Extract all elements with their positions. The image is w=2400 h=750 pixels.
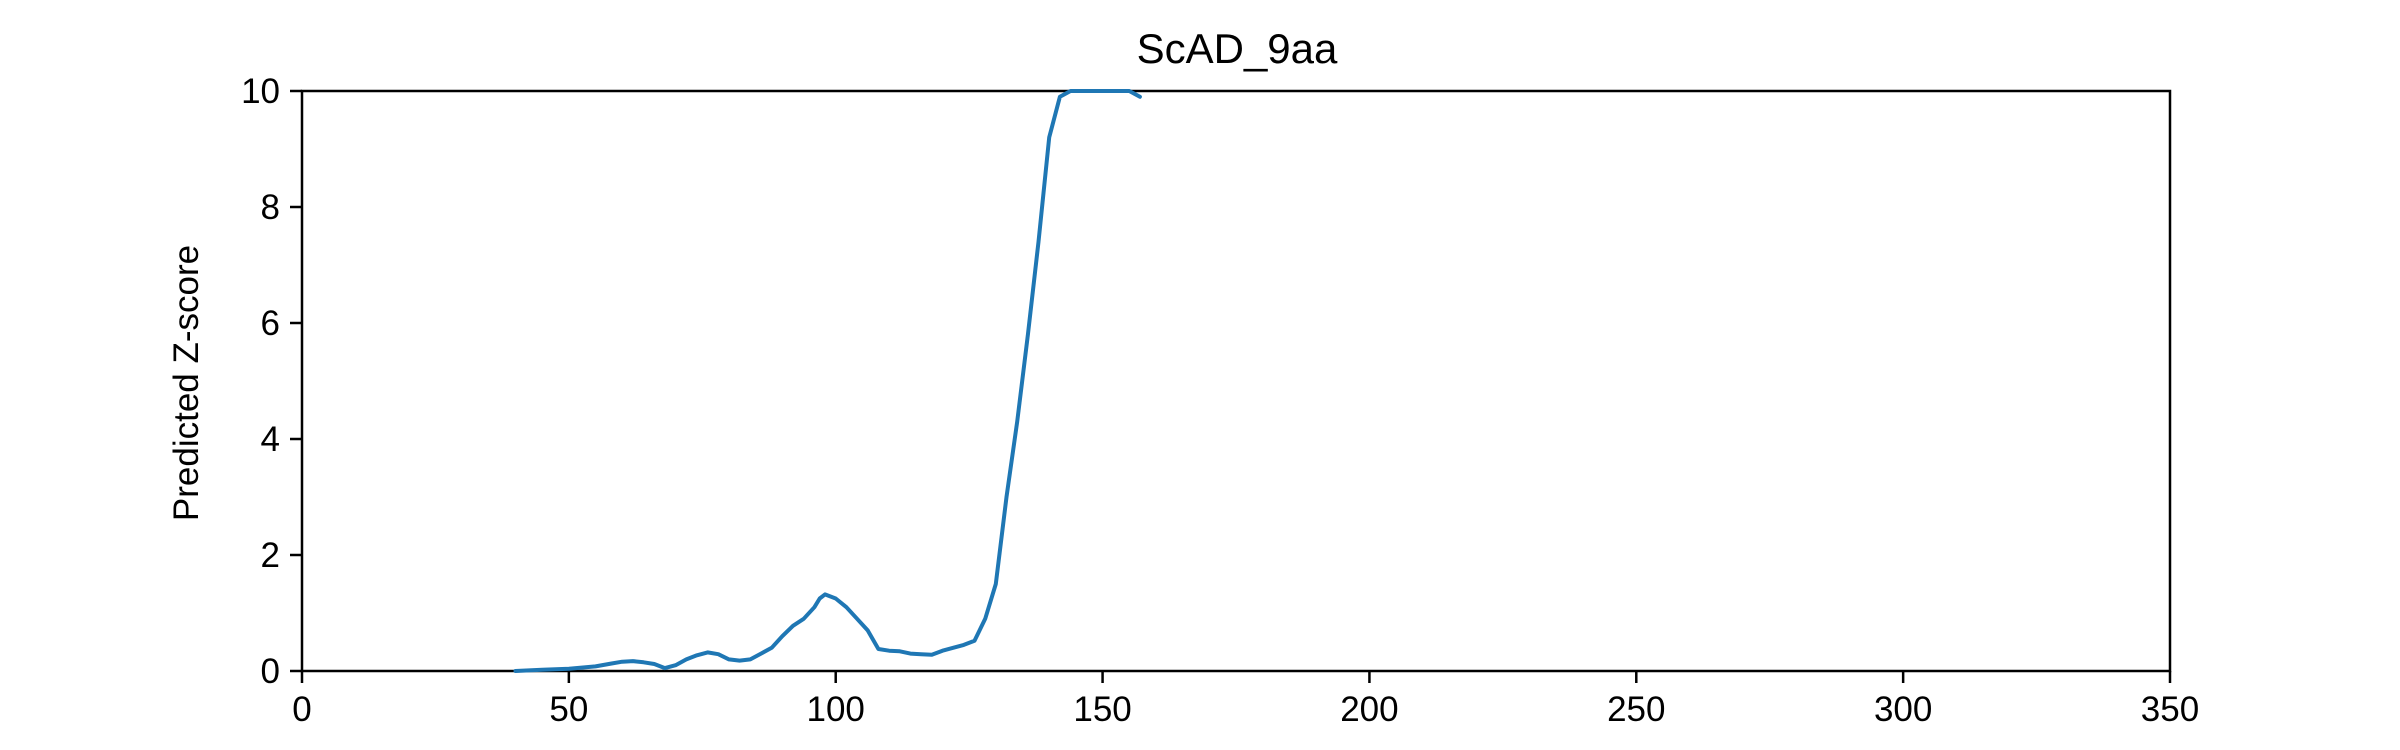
y-axis-title: Predicted Z-score [167, 245, 206, 521]
y-axis-ticks: 0 2 4 6 8 10 [241, 72, 302, 691]
x-tick-label: 100 [807, 690, 865, 729]
x-tick-label: 250 [1607, 690, 1665, 729]
y-tick-label: 8 [261, 188, 280, 227]
y-tick-label: 6 [261, 304, 280, 343]
x-tick-label: 200 [1340, 690, 1398, 729]
y-tick-label: 10 [241, 72, 280, 111]
plot-area: 0 50 100 150 200 250 300 350 0 2 4 6 8 10 [241, 72, 2199, 729]
y-tick-label: 4 [261, 420, 280, 459]
x-tick-label: 150 [1073, 690, 1131, 729]
x-tick-label: 0 [292, 690, 311, 729]
x-tick-label: 300 [1874, 690, 1932, 729]
x-tick-label: 50 [549, 690, 588, 729]
chart-title: ScAD_9aa [1137, 25, 1338, 72]
y-tick-label: 0 [261, 652, 280, 691]
y-tick-label: 2 [261, 536, 280, 575]
x-tick-label: 350 [2141, 690, 2199, 729]
series-line [513, 89, 1142, 673]
x-axis-ticks: 0 50 100 150 200 250 300 350 [292, 671, 2199, 729]
plot-frame [300, 89, 2172, 673]
